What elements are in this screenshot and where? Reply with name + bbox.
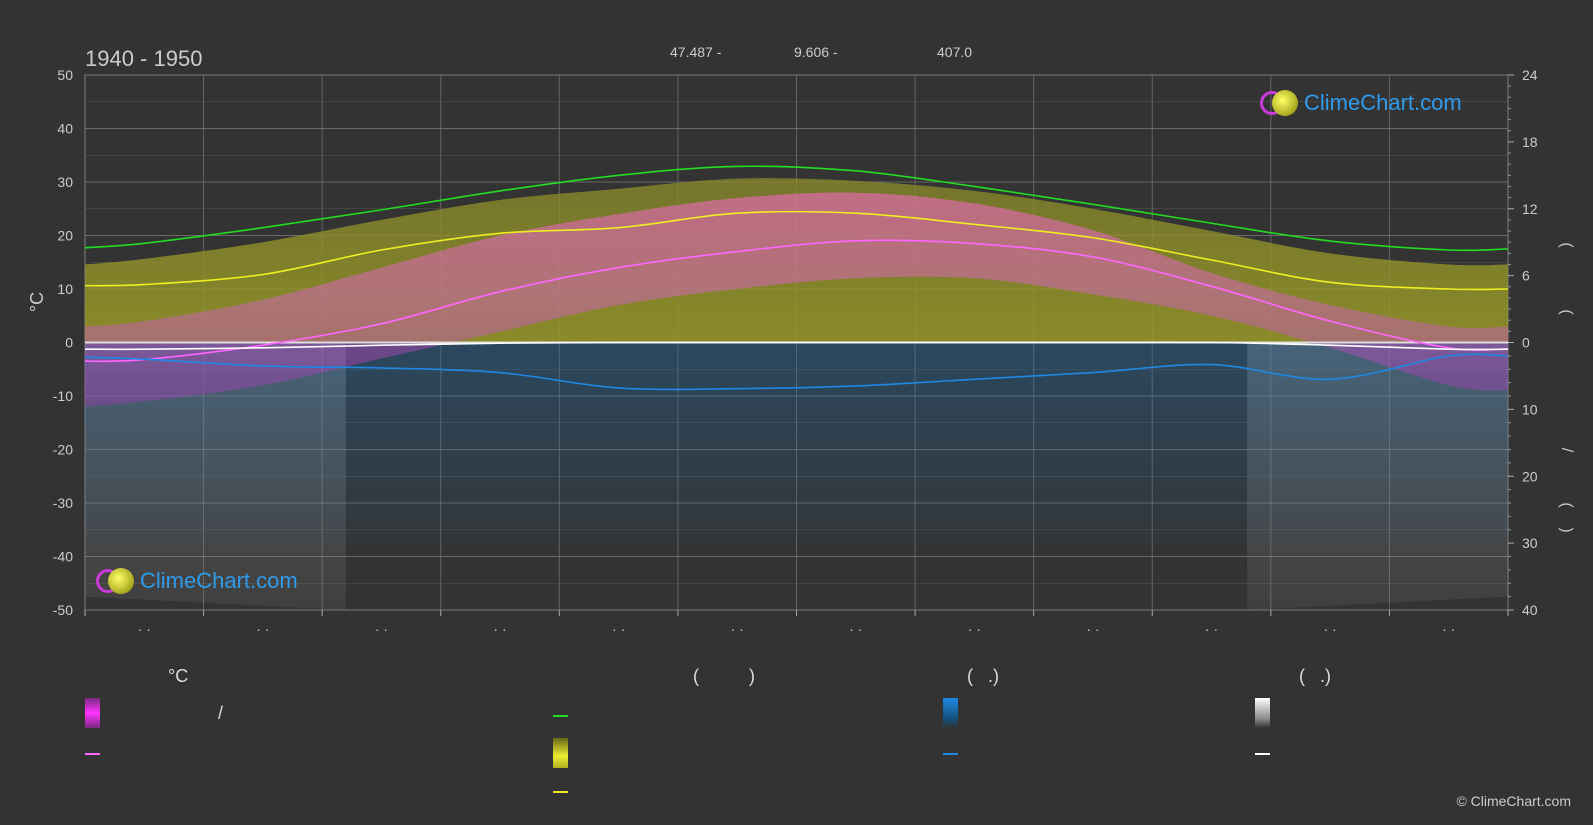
- left-tick-label: -40: [53, 549, 73, 565]
- month-tick-label: · ·: [612, 621, 625, 637]
- legend-swatch-snow: [1255, 698, 1270, 728]
- snow-line: [84, 341, 1509, 351]
- chart-axes: 50 40 30 20 10 0 -10 -20 -30 -40 -50 · · · · · · · · · …: [53, 67, 1575, 637]
- legend-line-sunshine: [553, 791, 568, 793]
- legend-line-daylight: [553, 715, 568, 717]
- legend-header-snow: ( .): [1299, 666, 1331, 686]
- header-longitude: 9.606 -: [794, 44, 838, 60]
- month-tick-label: · ·: [1086, 621, 1099, 637]
- right-axis-mark: (: [1558, 309, 1575, 315]
- legend-header-temperature: °C: [168, 666, 189, 686]
- month-tick-label: · ·: [731, 621, 744, 637]
- left-tick-label: 0: [65, 335, 73, 351]
- month-tick-label: · ·: [1205, 621, 1218, 637]
- left-tick-label: 20: [57, 228, 73, 244]
- legend-slash: /: [218, 703, 224, 723]
- legend-header-sunshine: ( ): [693, 666, 755, 686]
- legend-line-temp-mean: [85, 753, 100, 755]
- logo-bottom[interactable]: ClimeChart.com: [96, 568, 298, 594]
- right-tick-label-mm: 30: [1522, 535, 1538, 551]
- rain-line: [84, 353, 1509, 391]
- header-latitude: 47.487 -: [670, 44, 722, 60]
- header-elevation: 407.0: [937, 44, 972, 60]
- legend-line-snow: [1255, 753, 1270, 755]
- right-tick-label-hours: 12: [1522, 201, 1538, 217]
- logo-sun-icon: [1272, 90, 1298, 116]
- right-tick-label-mm: 10: [1522, 401, 1538, 417]
- left-tick-label: -50: [53, 602, 73, 618]
- month-tick-label: · ·: [1442, 621, 1455, 637]
- month-tick-label: · ·: [138, 621, 151, 637]
- logo-top[interactable]: ClimeChart.com: [1260, 90, 1462, 116]
- legend-swatch-sunshine: [553, 738, 568, 768]
- month-tick-label: · ·: [968, 621, 981, 637]
- right-tick-label-hours: 0: [1522, 335, 1530, 351]
- temperature-mean-line: [84, 239, 1509, 363]
- month-tick-label: · ·: [256, 621, 269, 637]
- chart-lines: [84, 165, 1509, 391]
- chart-bands: [85, 178, 1508, 610]
- left-tick-label: -30: [53, 495, 73, 511]
- right-tick-label-mm: 40: [1522, 602, 1538, 618]
- legend-swatch-temp-range: [85, 698, 100, 728]
- rain-area: [85, 342, 1508, 544]
- right-axis-mark: (: [1558, 242, 1575, 248]
- chart-title: 1940 - 1950: [85, 46, 202, 71]
- legend-header-rain: ( .): [967, 666, 999, 686]
- left-tick-label: -20: [53, 442, 73, 458]
- daylight-line: [84, 165, 1509, 252]
- logo-text: ClimeChart.com: [1304, 90, 1462, 115]
- sunshine-line: [84, 210, 1509, 291]
- logo-text: ClimeChart.com: [140, 568, 298, 593]
- right-tick-label-mm: 20: [1522, 468, 1538, 484]
- logo-sun-icon: [108, 568, 134, 594]
- copyright: © ClimeChart.com: [1456, 793, 1571, 809]
- right-tick-label-hours: 18: [1522, 134, 1538, 150]
- month-tick-label: · ·: [849, 621, 862, 637]
- month-tick-label: · ·: [493, 621, 506, 637]
- month-tick-label: · ·: [1324, 621, 1337, 637]
- left-tick-label: 40: [57, 121, 73, 137]
- right-axis-mark: (: [1558, 502, 1575, 508]
- legend-swatch-rain: [943, 698, 958, 728]
- right-axis-mark: ): [1558, 527, 1575, 532]
- temperature-range-area: [85, 192, 1508, 407]
- legend-line-rain: [943, 753, 958, 755]
- left-tick-label: 30: [57, 174, 73, 190]
- left-tick-label: 10: [57, 281, 73, 297]
- month-tick-label: · ·: [375, 621, 388, 637]
- right-axis-mark: /: [1558, 448, 1575, 453]
- right-tick-label-hours: 24: [1522, 67, 1538, 83]
- left-tick-label: 50: [57, 67, 73, 83]
- left-tick-label: -10: [53, 388, 73, 404]
- right-tick-label-hours: 6: [1522, 268, 1530, 284]
- left-axis-unit: °C: [27, 292, 47, 312]
